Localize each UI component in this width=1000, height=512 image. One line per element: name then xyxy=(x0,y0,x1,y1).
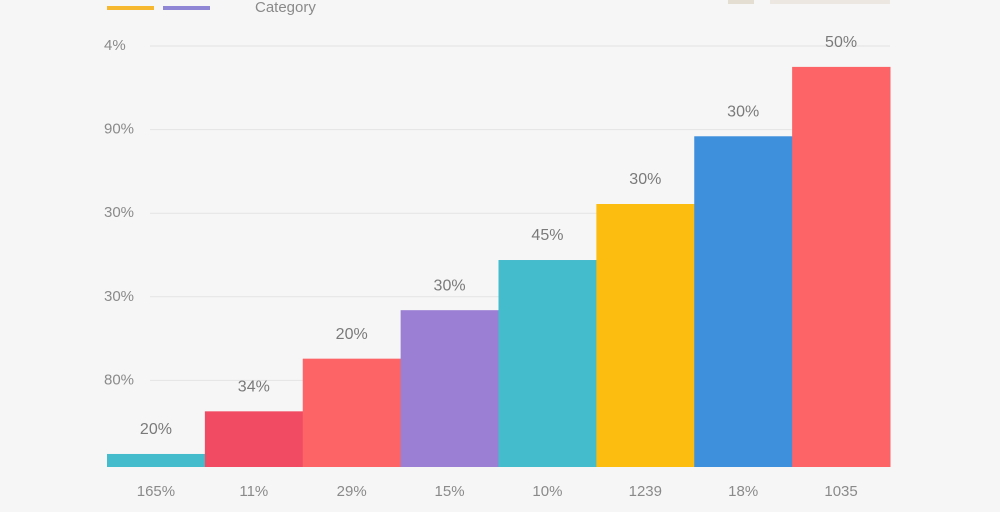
legend-faint xyxy=(770,0,890,4)
y-tick-label: 30% xyxy=(104,204,134,221)
x-tick-label: 1239 xyxy=(629,483,662,500)
legend-swatch xyxy=(107,6,154,10)
value-label: 30% xyxy=(434,277,466,294)
x-tick-label: 15% xyxy=(435,483,465,500)
bar xyxy=(107,453,206,467)
value-label: 34% xyxy=(238,379,270,396)
value-label: 20% xyxy=(336,326,368,343)
bar xyxy=(694,136,793,467)
value-label: 30% xyxy=(629,171,661,188)
bar xyxy=(596,204,695,467)
bar xyxy=(498,260,597,467)
y-tick-label: 80% xyxy=(104,371,134,388)
legend-label: Category xyxy=(255,0,316,16)
y-tick-label: 90% xyxy=(104,121,134,138)
value-label: 45% xyxy=(531,227,563,244)
legend-swatch xyxy=(163,6,210,10)
value-label: 20% xyxy=(140,421,172,438)
y-tick-label: 4% xyxy=(104,37,126,54)
legend-swatch-faint xyxy=(728,0,754,4)
bar xyxy=(302,358,402,467)
x-tick-label: 11% xyxy=(239,483,268,500)
x-tick-label: 29% xyxy=(337,483,367,500)
bar xyxy=(400,310,499,467)
x-tick-label: 10% xyxy=(532,483,562,500)
x-tick-label: 1035 xyxy=(824,483,857,500)
value-label: 30% xyxy=(727,104,759,121)
bar xyxy=(204,411,304,467)
y-tick-label: 30% xyxy=(104,288,134,305)
bar xyxy=(792,66,891,468)
x-tick-label: 165% xyxy=(137,483,175,500)
x-tick-label: 18% xyxy=(728,483,758,500)
value-label: 50% xyxy=(825,34,857,51)
